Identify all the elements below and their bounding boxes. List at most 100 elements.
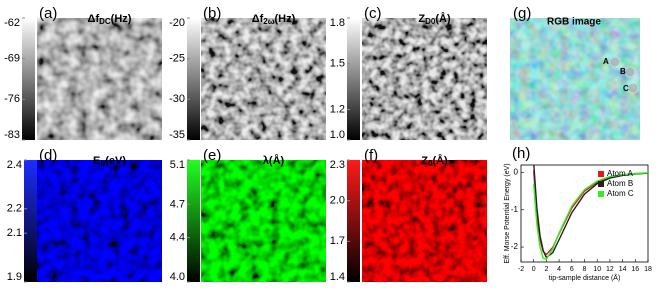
panel-label: (e) [203, 147, 221, 164]
x-tick-label: 4 [557, 266, 561, 273]
image [37, 160, 162, 282]
x-axis-label: tip-sample distance (Å) [549, 273, 621, 282]
colorbar-tick-label: 4.7 [170, 198, 185, 210]
title-sub: 0 [428, 159, 433, 168]
colorbar [347, 18, 360, 140]
x-tick-label: 16 [631, 266, 639, 273]
title-unit: (Hz) [111, 13, 132, 25]
title-unit: (Å) [432, 154, 448, 167]
title-unit: (Hz) [275, 13, 296, 25]
colorbar-tick-label: 4.0 [170, 271, 185, 283]
colorbar-tick-label: 1.2 [330, 103, 345, 115]
panel-title: λ(Å) [263, 154, 285, 167]
colorbar [347, 160, 360, 282]
colorbar [24, 160, 37, 282]
panel-label: (g) [513, 5, 531, 22]
colorbar [22, 18, 35, 140]
y-tick-label: -2 [511, 242, 519, 251]
image-panel: 5.1 4.7 4.4 4.0 (e) λ(Å) [170, 147, 326, 283]
title-unit: (Å) [269, 154, 285, 167]
panel-title: ZD0(Å) [418, 12, 451, 26]
panel-title: Z0(Å) [421, 154, 448, 168]
panel-title: Eb(eV) [93, 155, 126, 168]
image [201, 160, 326, 282]
colorbar-tick-label: -20 [169, 17, 185, 29]
legend-swatch [598, 191, 604, 197]
y-axis-label: Eff. Morse Potential Energy (eV) [504, 163, 511, 263]
panel-label: (d) [39, 147, 57, 164]
colorbar-tick-label: 1.9 [7, 271, 22, 283]
colorbar-tick-label: 2.3 [330, 159, 345, 171]
panel-label: (h) [512, 145, 530, 162]
x-tick-label: 0 [532, 266, 536, 273]
x-tick-label: 12 [606, 266, 614, 273]
colorbar-tick-label: -69 [4, 53, 20, 65]
panel-label: (a) [39, 5, 57, 22]
title-unit: (Å) [435, 12, 451, 25]
marker-label: A [603, 57, 609, 66]
y-tick-label: 0 [514, 168, 519, 177]
colorbar-tick-label: 1.7 [330, 235, 345, 247]
colorbar [187, 18, 200, 140]
title-main: Δf [88, 13, 100, 25]
panel-title: ΔfDC(Hz) [88, 13, 132, 26]
colorbar-tick-label: 1.0 [330, 129, 345, 141]
title-sub: D0 [425, 17, 436, 26]
panel-label: (b) [203, 5, 221, 22]
colorbar-tick-label: 2.2 [7, 203, 22, 215]
marker-label: B [620, 67, 626, 76]
panel-label: (f) [364, 147, 378, 164]
legend-label: Atom B [607, 179, 633, 188]
panel-label: (c) [364, 5, 382, 22]
image-panel: 2.3 2.0 1.7 1.4 (f) Z0(Å) [330, 147, 487, 283]
colorbar-tick-label: -83 [4, 129, 20, 141]
legend-swatch [598, 171, 604, 177]
colorbar-tick-label: 2.4 [7, 159, 22, 171]
series-line [533, 165, 648, 259]
x-tick-label: 2 [544, 266, 548, 273]
colorbar-tick-label: -62 [4, 17, 20, 29]
title-sub: 2ω [263, 17, 274, 26]
legend-label: Atom A [607, 169, 633, 178]
image [201, 18, 326, 140]
x-tick-label: 10 [593, 266, 601, 273]
x-tick-label: -2 [518, 266, 524, 273]
marker-circle [624, 66, 636, 78]
colorbar [187, 160, 200, 282]
panel-title: Δf2ω(Hz) [252, 13, 296, 26]
legend-label: Atom C [607, 189, 634, 198]
colorbar-tick-label: -25 [169, 53, 185, 65]
title-main: Z [418, 13, 425, 25]
image-panel: 1.8 1.5 1.2 1.0 (c) ZD0(Å) [330, 5, 487, 141]
image [37, 18, 162, 140]
colorbar-tick-label: 5.1 [170, 159, 185, 171]
title-main: Z [421, 155, 428, 167]
title-unit: (eV) [105, 155, 126, 167]
colorbar-tick-label: -30 [169, 93, 185, 105]
marker-label: C [623, 84, 629, 93]
x-tick-label: 14 [619, 266, 627, 273]
colorbar-tick-label: 1.5 [330, 58, 345, 70]
colorbar-tick-label: -76 [4, 93, 20, 105]
colorbar-tick-label: 2.0 [330, 195, 345, 207]
title-main: λ [263, 155, 269, 167]
x-tick-label: 18 [644, 266, 652, 273]
colorbar-tick-label: 1.4 [330, 271, 345, 283]
title-main: E [93, 155, 100, 167]
title-sub: DC [99, 17, 111, 26]
lines [533, 165, 648, 260]
colorbar-tick-label: 4.4 [170, 232, 185, 244]
marker-circle [627, 82, 639, 94]
title-main: Δf [252, 13, 264, 25]
title-sub: b [100, 159, 105, 168]
series-line [533, 172, 648, 260]
image-panel: 2.4 2.2 2.1 1.9 (d) Eb(eV) [7, 147, 162, 283]
colorbar-tick-label: -35 [169, 129, 185, 141]
colorbar-tick-label: 2.1 [7, 227, 22, 239]
image [362, 18, 487, 140]
image-panel: -20 -25 -30 -35 (b) Δf2ω(Hz) [169, 5, 326, 141]
legend-swatch [598, 181, 604, 187]
image [362, 160, 487, 282]
x-tick-label: 6 [570, 266, 574, 273]
